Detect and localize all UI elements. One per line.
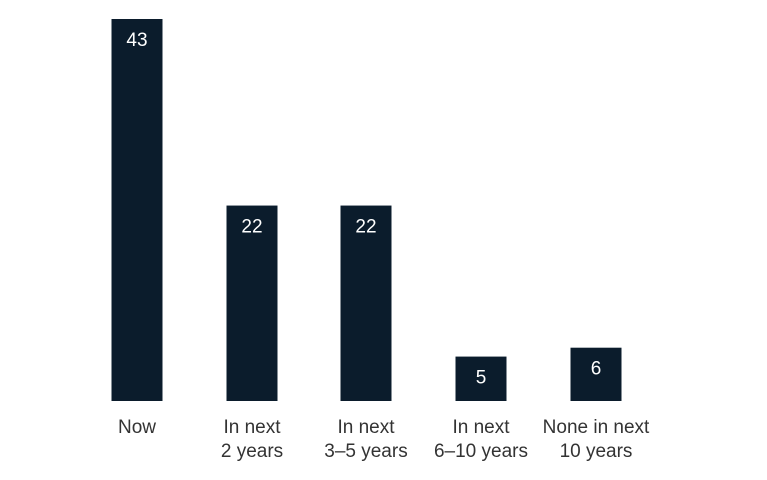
value-label-1: 22	[241, 217, 262, 238]
category-label-line: 2 years	[221, 441, 283, 462]
value-label-0: 43	[126, 30, 147, 51]
category-label-1: In next 2 years	[221, 417, 283, 462]
category-label-line: In next	[452, 417, 510, 438]
category-label-line: In next	[337, 417, 395, 438]
bar-4	[570, 347, 622, 401]
category-label-4: None in next 10 years	[543, 417, 650, 462]
value-labels-group: 43 22 22 5 6	[126, 30, 601, 389]
category-label-line: 6–10 years	[434, 441, 528, 462]
bar-0	[111, 19, 163, 401]
category-label-0: Now	[118, 417, 156, 438]
category-label-line: None in next	[543, 417, 650, 438]
bar-3	[455, 356, 507, 401]
bars-group	[111, 19, 622, 401]
category-label-line: 10 years	[560, 441, 633, 462]
value-label-2: 22	[355, 217, 376, 238]
bar-1	[226, 205, 278, 401]
bar-2	[340, 205, 392, 401]
category-label-line: Now	[118, 417, 156, 438]
category-label-line: In next	[223, 417, 281, 438]
value-label-4: 6	[591, 359, 602, 380]
category-label-line: 3–5 years	[324, 441, 407, 462]
category-label-2: In next 3–5 years	[324, 417, 407, 462]
value-label-3: 5	[476, 368, 487, 389]
category-label-3: In next 6–10 years	[434, 417, 528, 462]
